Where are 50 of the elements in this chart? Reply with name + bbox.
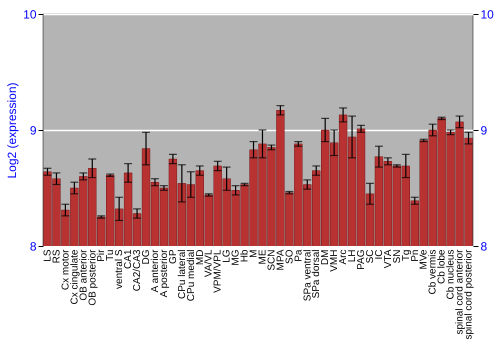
y-tick-label: 10 xyxy=(23,8,37,22)
x-tick-label: Pir xyxy=(96,248,108,262)
x-tick-label: spinal cord posterior xyxy=(464,248,475,340)
x-tick-label: M xyxy=(248,250,260,258)
x-tick-label: Arc xyxy=(338,250,350,264)
x-tick-label: Tg xyxy=(400,250,412,262)
x-tick-label: VMH xyxy=(329,250,340,272)
x-tick-label: spinal cord anterior xyxy=(454,248,466,335)
x-tick-label: CA2/CA3 xyxy=(132,249,144,292)
x-tick-label: SCN xyxy=(266,250,278,271)
x-tick-label: SPa dorsal xyxy=(311,250,322,298)
x-tick-label: PAG xyxy=(356,249,368,270)
x-tick-label: Pn xyxy=(410,250,421,262)
x-tick-label: MPA xyxy=(275,249,286,270)
y2-tick-label: 10 xyxy=(480,8,494,22)
x-tick-label: RS xyxy=(51,249,62,264)
x-tick-label: ME xyxy=(257,249,268,264)
x-tick-label: CPu lateral xyxy=(176,250,188,299)
x-tick-label: VTA xyxy=(382,249,394,268)
x-tick-label: LH xyxy=(347,250,358,262)
x-tick-label: Cx cingulate xyxy=(69,249,80,305)
x-tick-label: A posterior xyxy=(158,248,170,298)
x-tick-label: Cx motor xyxy=(60,248,72,290)
x-tick-label: SO xyxy=(284,249,296,264)
x-tick-label: CPu medial xyxy=(186,250,197,302)
x-tick-label: VPM/VPL xyxy=(212,249,224,293)
x-tick-label: A anterior xyxy=(150,248,161,292)
x-tick-label: OB anterior xyxy=(78,248,90,301)
x-tick-label: LS xyxy=(42,249,54,262)
x-tick-label: IC xyxy=(374,250,385,260)
x-tick-label: Pa xyxy=(293,249,304,262)
x-tick-label: CA1 xyxy=(123,249,134,269)
x-tick-label: DM xyxy=(320,250,332,266)
x-tick-label: Cb lobe xyxy=(436,249,448,284)
x-tick-label: OB posterior xyxy=(87,248,98,306)
x-tick-label: MVe xyxy=(418,249,430,270)
x-tick-label: Cb nucleus xyxy=(446,250,457,300)
x-tick-label: ventral S xyxy=(114,249,126,289)
x-tick-label: LG xyxy=(222,249,233,263)
y2-tick-label: 9 xyxy=(480,124,488,138)
x-tick-label: DG xyxy=(141,249,152,264)
y-axis-title: Log2 (expression) xyxy=(5,82,20,179)
y-tick-label: 9 xyxy=(30,124,37,138)
x-tick-label: Hb xyxy=(240,249,251,262)
y-tick-label: 8 xyxy=(30,240,37,254)
x-tick-label: SC xyxy=(364,250,376,264)
x-tick-label: SN xyxy=(392,250,403,264)
x-tick-label: Tu xyxy=(105,250,116,261)
y2-tick-label: 8 xyxy=(480,240,488,254)
x-tick-label: GP xyxy=(168,249,179,264)
